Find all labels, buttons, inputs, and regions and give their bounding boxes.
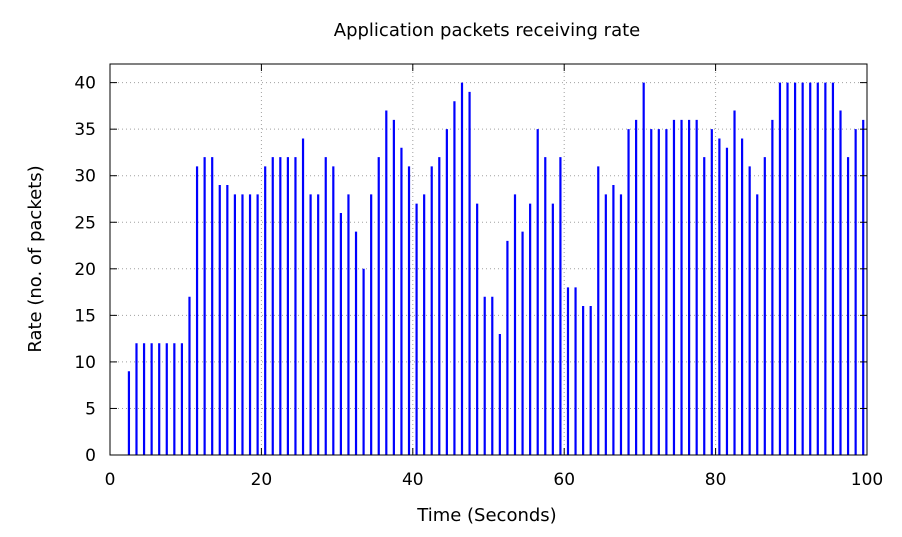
x-tick-label: 40 — [402, 470, 424, 490]
y-tick-label: 25 — [74, 213, 96, 233]
y-tick-label: 35 — [74, 120, 96, 140]
bars — [127, 82, 865, 455]
y-tick-label: 15 — [74, 306, 96, 326]
chart-title: Application packets receiving rate — [334, 20, 640, 41]
grid — [110, 64, 867, 455]
ticks — [109, 64, 868, 456]
x-tick-label: 20 — [251, 470, 273, 490]
y-tick-label: 5 — [85, 399, 96, 419]
x-axis-label: Time (Seconds) — [416, 505, 556, 526]
y-tick-labels: 0 5 10 15 20 25 30 35 40 — [74, 74, 96, 466]
plot-frame — [109, 63, 868, 456]
x-tick-label: 0 — [105, 470, 116, 490]
x-tick-labels: 0 20 40 60 80 100 — [105, 470, 884, 490]
x-tick-label: 60 — [553, 470, 575, 490]
x-tick-label: 100 — [851, 470, 883, 490]
y-tick-label: 10 — [74, 353, 96, 373]
y-axis-label: Rate (no. of packets) — [25, 165, 46, 352]
y-tick-label: 30 — [74, 167, 96, 187]
x-tick-label: 80 — [705, 470, 727, 490]
y-tick-label: 40 — [74, 74, 96, 94]
y-tick-label: 0 — [85, 446, 96, 466]
y-tick-label: 20 — [74, 260, 96, 280]
